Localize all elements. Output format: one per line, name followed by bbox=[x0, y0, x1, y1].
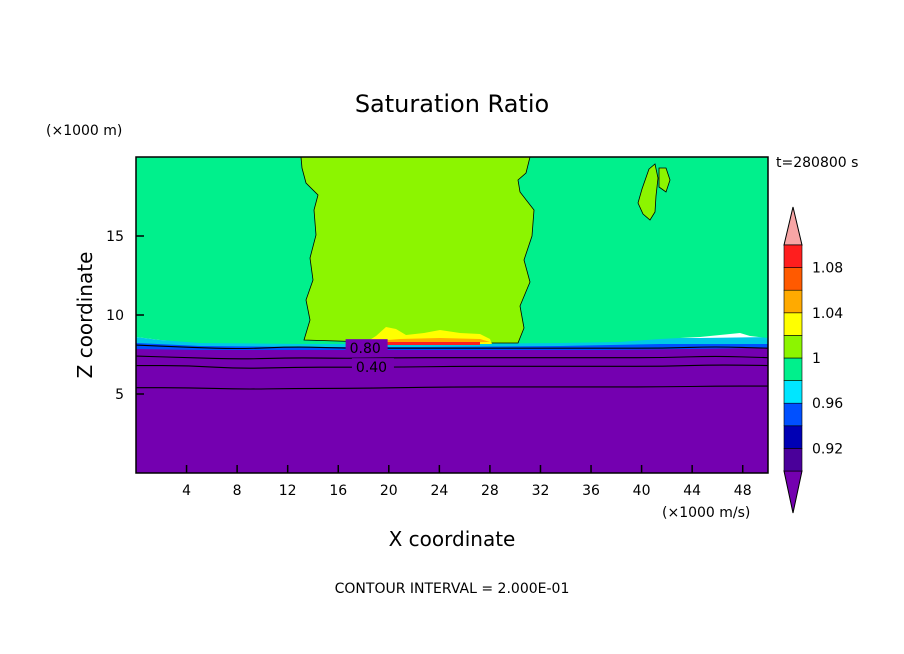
supersaturated-patch bbox=[637, 163, 659, 221]
plot-area: 0.80 0.40 bbox=[135, 156, 769, 474]
colorbar-label: 0.92 bbox=[812, 441, 843, 457]
time-label: t=280800 s bbox=[776, 155, 858, 171]
colorbar: 1.08 1.04 1 0.96 0.92 bbox=[783, 206, 843, 514]
colorbar-label: 1 bbox=[812, 351, 821, 367]
contour-label-bg bbox=[351, 358, 394, 375]
x-tick-label: 20 bbox=[380, 483, 398, 499]
y-tick-label: 10 bbox=[106, 308, 124, 324]
chart-title: Saturation Ratio bbox=[355, 90, 549, 118]
contour-line bbox=[135, 364, 769, 369]
contour-label-bg bbox=[345, 339, 388, 356]
y-axis: 5 10 15 bbox=[106, 229, 144, 403]
contour-label: 0.40 bbox=[356, 360, 387, 376]
dry-layer-region bbox=[136, 343, 768, 473]
contour-lines: 0.80 0.40 bbox=[135, 339, 769, 390]
x-tick-label: 48 bbox=[734, 483, 752, 499]
y-axis-title: Z coordinate bbox=[73, 252, 97, 379]
x-tick-label: 40 bbox=[633, 483, 651, 499]
x-tick-label: 12 bbox=[279, 483, 297, 499]
colorbar-segment bbox=[783, 448, 803, 472]
x-tick-label: 4 bbox=[182, 483, 191, 499]
supersaturated-spot bbox=[658, 167, 671, 193]
x-tick-label: 8 bbox=[233, 483, 242, 499]
colorbar-segment bbox=[783, 335, 803, 359]
x-tick-label: 36 bbox=[582, 483, 600, 499]
y-unit-label: (×1000 m) bbox=[46, 123, 122, 139]
colorbar-segment bbox=[783, 380, 803, 404]
contour-line bbox=[135, 355, 769, 360]
colorbar-segment bbox=[783, 402, 803, 427]
x-tick-label: 24 bbox=[430, 483, 448, 499]
x-axis-title: X coordinate bbox=[389, 527, 516, 551]
contour-line bbox=[136, 385, 768, 390]
x-axis: 4 8 12 16 20 24 28 32 36 40 44 48 bbox=[182, 465, 752, 499]
cloud-base-red bbox=[384, 342, 480, 345]
x-tick-label: 44 bbox=[683, 483, 701, 499]
colorbar-label: 1.04 bbox=[812, 306, 843, 322]
colorbar-segment bbox=[783, 425, 803, 449]
contour-line bbox=[135, 344, 769, 350]
x-tick-label: 16 bbox=[329, 483, 347, 499]
x-tick-label: 32 bbox=[532, 483, 550, 499]
contour-interval-label: CONTOUR INTERVAL = 2.000E-01 bbox=[335, 581, 570, 597]
supersaturated-column bbox=[300, 156, 535, 344]
x-unit-label: (×1000 m/s) bbox=[662, 505, 750, 521]
colorbar-label: 0.96 bbox=[812, 396, 843, 412]
contour-label: 0.80 bbox=[350, 341, 381, 357]
colorbar-segment bbox=[783, 289, 803, 314]
colorbar-label: 1.08 bbox=[812, 261, 843, 277]
y-tick-label: 15 bbox=[106, 229, 124, 245]
colorbar-segment bbox=[783, 244, 803, 268]
y-tick-label: 5 bbox=[115, 387, 124, 403]
colorbar-segment bbox=[783, 312, 803, 336]
colorbar-segment bbox=[783, 357, 803, 381]
colorbar-under-arrow bbox=[783, 470, 803, 514]
x-tick-label: 28 bbox=[481, 483, 499, 499]
colorbar-over-arrow bbox=[783, 206, 803, 246]
colorbar-segment bbox=[783, 267, 803, 291]
